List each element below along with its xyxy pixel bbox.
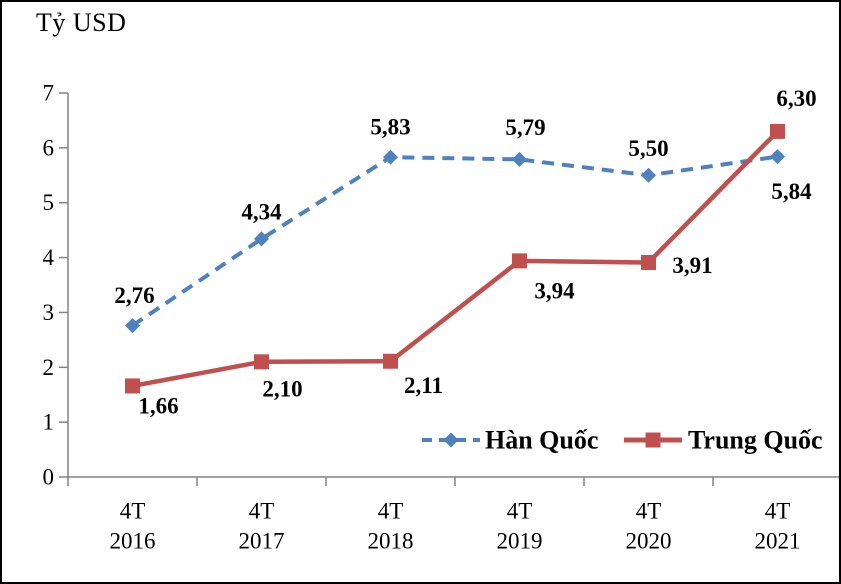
data-point-label: 1,66 [138,393,178,418]
data-point-diamond-marker [254,231,269,247]
data-point-square-marker [641,255,656,271]
data-point-square-marker [770,123,785,139]
legend-diamond-marker [443,432,459,448]
data-point-square-marker [254,354,269,370]
data-point-square-marker [512,253,527,269]
x-axis-tick-label-line2: 2019 [497,529,543,554]
x-axis-tick-label-line2: 2017 [239,529,285,554]
data-point-label: 5,79 [505,115,545,140]
x-axis-tick-label-line1: 4T [249,499,275,524]
data-point-label: 5,50 [628,136,668,161]
data-point-label: 4,34 [241,199,282,224]
data-point-label: 5,84 [771,179,812,204]
legend-label: Trung Quốc [688,426,823,455]
x-axis-tick-label-line1: 4T [636,499,662,524]
data-point-square-marker [125,378,140,394]
data-point-label: 2,10 [262,376,302,401]
x-axis-tick-label-line1: 4T [765,499,791,524]
x-axis-tick-label-line2: 2021 [755,529,801,554]
data-point-label: 3,91 [672,253,712,278]
data-point-diamond-marker [383,149,398,165]
data-point-diamond-marker [770,149,785,165]
y-axis-tick-label: 5 [43,190,55,215]
x-axis-tick-label-line2: 2020 [626,529,672,554]
data-point-label: 3,94 [534,278,575,303]
y-axis-tick-label: 3 [43,300,55,325]
y-axis-tick-label: 4 [43,245,55,270]
y-axis-tick-label: 2 [43,355,55,380]
x-axis-tick-label-line1: 4T [378,499,404,524]
data-point-diamond-marker [641,167,656,183]
legend-label: Hàn Quốc [485,426,598,455]
data-point-square-marker [383,353,398,369]
y-axis-tick-label: 1 [43,410,55,435]
x-axis-tick-label-line1: 4T [120,499,146,524]
series-line-han-quoc [131,154,778,328]
x-axis-tick-label-line2: 2016 [110,529,156,554]
y-axis-tick-label: 7 [43,81,55,106]
legend-square-marker [645,432,661,448]
data-point-label: 5,83 [370,115,410,140]
x-axis-tick-label-line2: 2018 [368,529,414,554]
y-axis-tick-label: 0 [43,465,55,490]
data-point-label: 2,76 [114,283,154,308]
y-axis-tick-label: 6 [43,135,55,160]
y-axis-title: Tỷ USD [36,8,127,37]
series-line-trung-quoc [132,129,780,389]
data-point-label: 2,11 [404,373,443,398]
data-point-diamond-marker [125,318,140,334]
x-axis-tick-label-line1: 4T [507,499,533,524]
data-point-label: 6,30 [776,86,816,111]
data-point-diamond-marker [512,151,527,167]
